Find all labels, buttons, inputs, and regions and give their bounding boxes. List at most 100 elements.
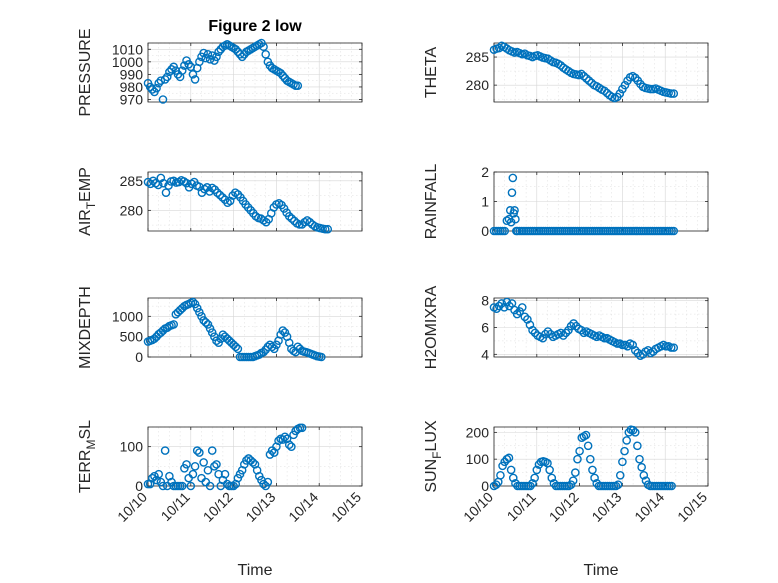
- data-point: [613, 480, 623, 489]
- y-tick-label: 6: [481, 320, 489, 336]
- axes-box: [147, 171, 363, 232]
- data-point: [600, 333, 609, 343]
- data-point: [502, 216, 512, 225]
- data-point: [158, 95, 168, 104]
- data-point: [669, 226, 679, 236]
- data-point: [153, 180, 163, 190]
- data-point: [192, 446, 202, 455]
- data-point: [661, 341, 671, 351]
- data-point: [566, 321, 576, 331]
- data-point: [197, 312, 206, 321]
- data-point: [494, 301, 504, 311]
- data-point: [583, 441, 593, 451]
- data-point: [274, 436, 283, 446]
- data-point: [510, 206, 519, 215]
- data-point: [623, 341, 632, 351]
- data-point: [500, 226, 510, 236]
- data-point: [293, 81, 303, 90]
- data-point: [272, 340, 281, 350]
- data-point: [561, 328, 571, 338]
- data-point: [568, 476, 578, 485]
- data-point: [620, 446, 629, 456]
- data-point: [212, 336, 221, 346]
- data-point: [188, 70, 198, 79]
- data-point: [297, 423, 307, 433]
- data-point: [569, 319, 578, 328]
- data-point: [541, 329, 550, 339]
- subplot-h2omixra: 4 6 8 H2OMIXRA: [423, 285, 709, 369]
- data-point: [216, 334, 226, 343]
- data-point: [195, 57, 204, 67]
- data-point: [630, 428, 640, 437]
- data-point: [637, 462, 646, 472]
- data-point: [203, 465, 213, 475]
- subplot-mixdepth: 0 500 1000 MIXDEPTH: [77, 286, 363, 369]
- data-point: [259, 347, 268, 357]
- data-point: [297, 220, 307, 229]
- y-tick-label: 980: [120, 79, 144, 95]
- y-tick-label: 0: [481, 478, 489, 494]
- data-point: [205, 324, 215, 333]
- data-point: [214, 338, 223, 348]
- data-point: [496, 470, 505, 480]
- data-point: [220, 469, 230, 479]
- data-point: [182, 460, 191, 469]
- data-point: [287, 442, 296, 451]
- x-tick-label: 10/15: [328, 489, 364, 525]
- y-tick-label: 200: [466, 424, 490, 440]
- data-point: [590, 473, 599, 483]
- data-point: [177, 481, 187, 491]
- y-tick-label: 285: [120, 173, 144, 189]
- data-point: [584, 76, 594, 85]
- data-point: [295, 344, 305, 354]
- data-point: [177, 66, 187, 75]
- data-point: [547, 473, 557, 483]
- data-point: [612, 339, 622, 348]
- data-point: [207, 446, 217, 455]
- data-point: [639, 470, 649, 480]
- data-point: [588, 465, 597, 475]
- data-point: [507, 188, 517, 197]
- data-point: [579, 71, 589, 81]
- data-point: [158, 481, 168, 491]
- y-tick-label: 0: [481, 223, 489, 239]
- data-point: [506, 465, 516, 475]
- data-point: [267, 342, 277, 352]
- data-point: [508, 173, 518, 183]
- data-point: [638, 350, 648, 359]
- data-point: [600, 86, 609, 96]
- y-tick-label: 1010: [112, 41, 143, 57]
- data-point: [582, 74, 591, 83]
- data-point: [203, 320, 213, 329]
- y-label-subscript: F: [430, 452, 444, 459]
- data-point: [158, 326, 168, 335]
- data-point: [210, 462, 219, 471]
- data-point: [190, 75, 200, 84]
- data-point: [628, 425, 638, 435]
- data-point: [571, 468, 580, 477]
- y-tick-label: 100: [120, 439, 144, 455]
- x-axis-label: Time: [584, 562, 619, 579]
- subplot-terr_msl: 0 100 TERRMSL 10/10 10/11 10/12 10/13 10/14 10/1…: [77, 420, 364, 579]
- y-tick-label: 8: [481, 293, 489, 309]
- data-point: [643, 345, 653, 355]
- data-point: [577, 69, 586, 79]
- x-tick-label: 10/15: [674, 489, 710, 525]
- data-point: [620, 80, 630, 90]
- data-point: [666, 343, 676, 352]
- data-point: [162, 72, 172, 82]
- data-point: [305, 217, 315, 227]
- data-point: [213, 188, 222, 197]
- data-point: [530, 473, 539, 483]
- data-point: [259, 42, 268, 52]
- x-tick-label: 10/10: [114, 489, 150, 525]
- data-point: [320, 224, 330, 234]
- data-point: [317, 352, 326, 362]
- x-tick-label: 10/10: [460, 489, 496, 525]
- y-label-part: AIR: [77, 209, 94, 236]
- y-axis-label: MIXDEPTH: [77, 286, 94, 369]
- data-point: [669, 343, 679, 352]
- data-point: [231, 342, 241, 352]
